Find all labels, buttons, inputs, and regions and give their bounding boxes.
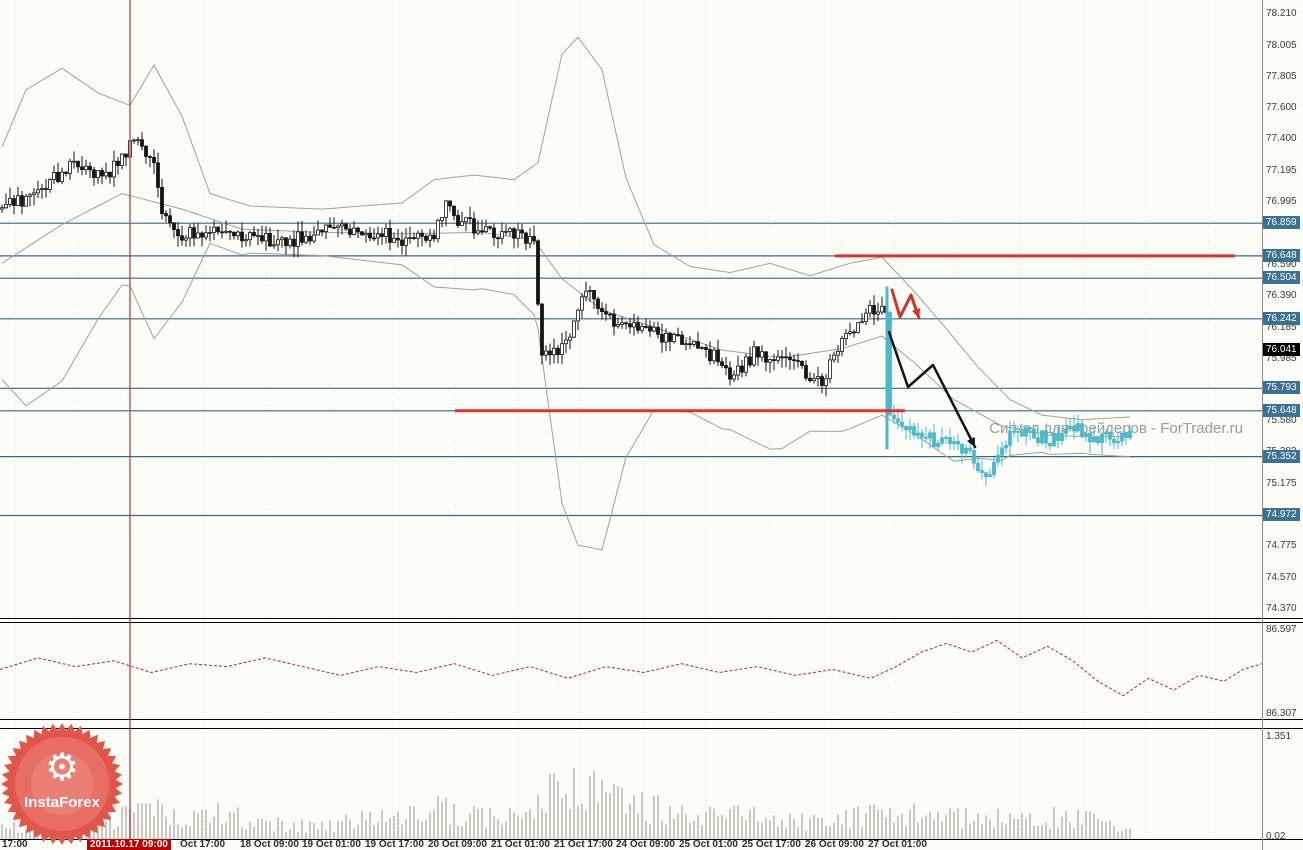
red-trend-lines: [455, 254, 1235, 413]
support-resistance-lines: [0, 222, 1262, 517]
volume-bars: [1, 767, 1131, 839]
selected-date-label: 2011.10.17 09:00: [87, 839, 171, 850]
signal-arrows: [887, 288, 977, 449]
logo-title: InstaForex: [24, 794, 101, 811]
watermark-text: Сигнал для трейдеров - ForTrader.ru: [989, 420, 1243, 437]
indicator-line: [0, 639, 1263, 697]
instaforex-logo: ⚙ InstaForex: [1, 723, 123, 845]
time-gridlines: [15, 0, 1210, 840]
signal-arrow-black: [887, 330, 977, 449]
gear-icon: ⚙: [45, 747, 79, 789]
signal-arrow-red: [890, 288, 921, 320]
candles: [0, 132, 1132, 487]
bollinger-bands: [1, 36, 1131, 551]
